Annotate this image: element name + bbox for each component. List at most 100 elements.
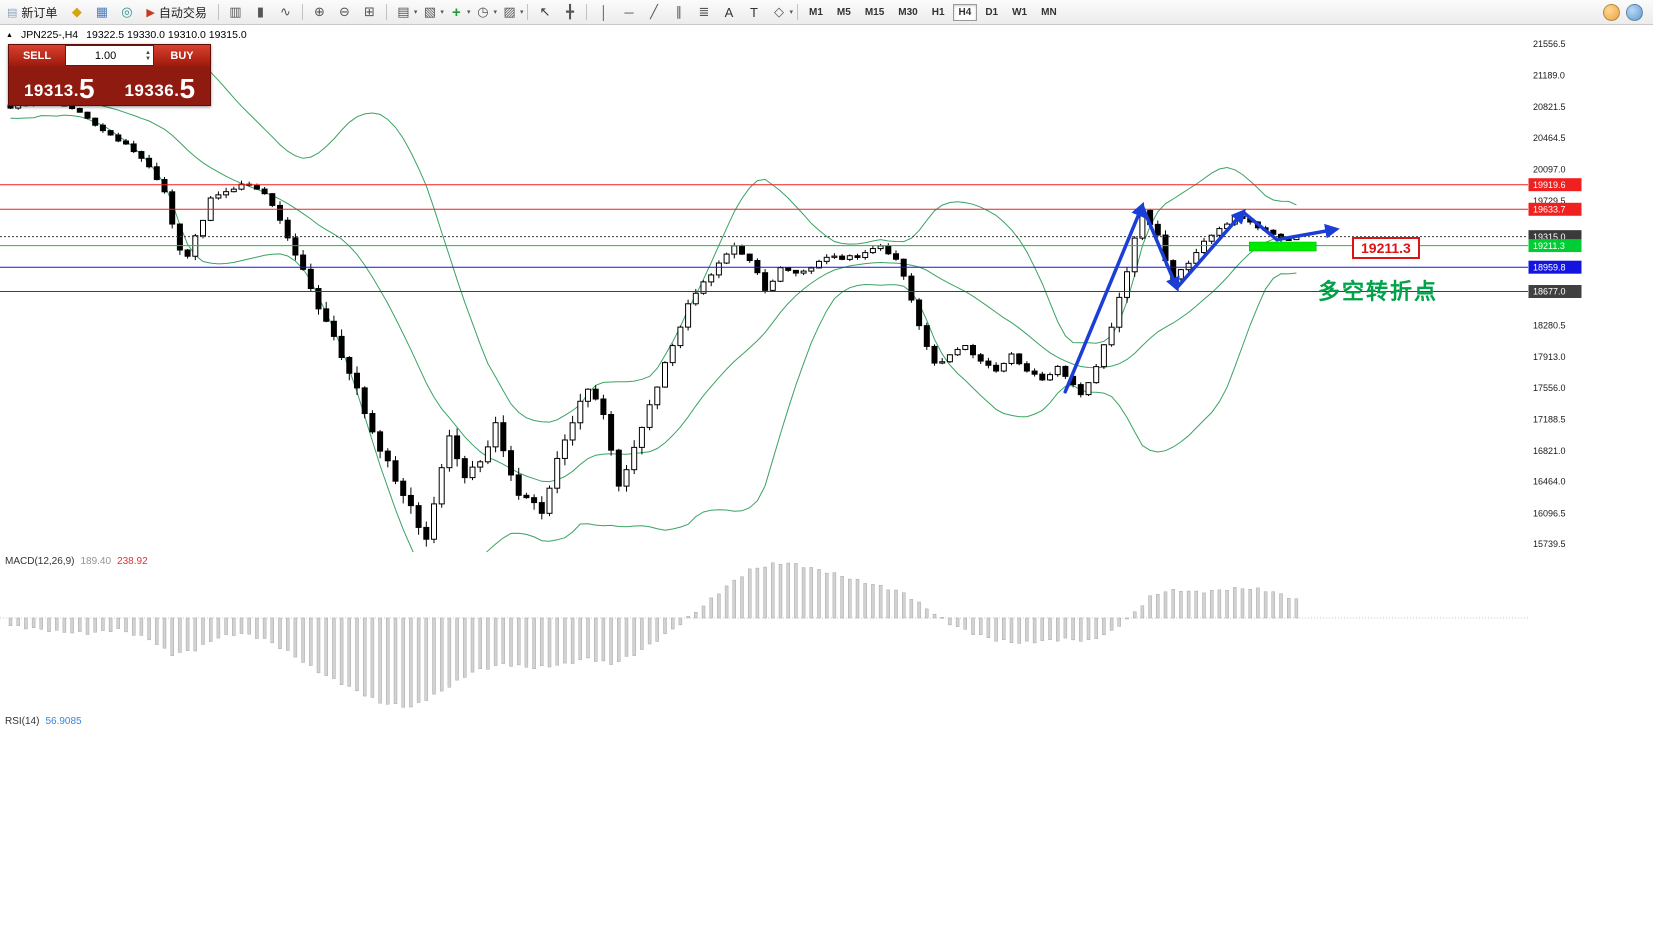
timeframe-H4[interactable]: H4 — [952, 3, 978, 21]
horizontal-line-icon[interactable]: ─ — [624, 4, 634, 20]
svg-text:18280.5: 18280.5 — [1533, 321, 1566, 331]
new-order-button[interactable]: ▤ 新订单 — [0, 2, 64, 22]
text-icon[interactable]: A — [724, 4, 734, 20]
new-chart-icon-caret[interactable]: ▾ — [413, 9, 418, 16]
promo-icon-1[interactable] — [1603, 3, 1620, 21]
autotrading-button[interactable]: ▶ 自动交易 — [139, 2, 213, 22]
volume-up-icon[interactable]: ▲ — [145, 49, 151, 56]
zoom-out-icon[interactable]: ⊖ — [338, 4, 350, 19]
svg-text:20097.0: 20097.0 — [1533, 164, 1566, 174]
sell-price-pip: 5 — [78, 73, 95, 105]
timeframe-M15[interactable]: M15 — [864, 6, 885, 18]
macd-value: 189.40 — [80, 556, 112, 567]
svg-text:18677.0: 18677.0 — [1533, 287, 1566, 297]
timeframe-MN[interactable]: MN — [1041, 6, 1057, 18]
buy-price-pip: 5 — [179, 73, 196, 105]
cursor-icon[interactable]: ↖ — [539, 4, 551, 19]
svg-text:19633.7: 19633.7 — [1533, 204, 1566, 214]
buy-price[interactable]: 19336. 5 — [110, 66, 211, 105]
deposit-icon[interactable]: ◆ — [71, 4, 82, 19]
svg-text:19315.0: 19315.0 — [1533, 232, 1566, 242]
svg-text:15739.5: 15739.5 — [1533, 539, 1566, 549]
indicators-icon-caret[interactable]: ▾ — [466, 9, 471, 16]
sell-button[interactable]: SELL — [9, 45, 65, 66]
new-chart-icon[interactable]: ▤ — [397, 4, 410, 19]
profiles-icon[interactable]: ▧ — [423, 4, 437, 19]
zoom-in-icon[interactable]: ⊕ — [313, 4, 325, 19]
svg-text:16096.5: 16096.5 — [1533, 508, 1566, 518]
svg-text:19729.5: 19729.5 — [1533, 196, 1566, 206]
toolbar-right — [1603, 3, 1653, 21]
shapes-icon-caret[interactable]: ▾ — [789, 9, 793, 16]
svg-text:17188.5: 17188.5 — [1533, 414, 1566, 424]
timeframe-M1[interactable]: M1 — [809, 6, 823, 18]
price-axis: 21556.5 21189.0 20821.5 20464.5 20097.0 19729… — [1528, 39, 1582, 549]
web-community-icon[interactable]: ◎ — [121, 4, 133, 19]
profiles-icon-caret[interactable]: ▾ — [440, 9, 444, 16]
rsi-header: RSI(14) 56.9085 — [5, 716, 82, 727]
autotrading-button-icon: ▶ — [146, 6, 155, 19]
volume-value[interactable]: 1.00 — [94, 49, 117, 62]
tile-windows-icon[interactable]: ⊞ — [363, 4, 375, 19]
timeframe-M30[interactable]: M30 — [898, 6, 918, 18]
svg-text:18959.8: 18959.8 — [1533, 262, 1566, 272]
crosshair-icon[interactable]: ╋ — [566, 4, 574, 19]
rsi-value: 56.9085 — [45, 716, 82, 727]
autotrading-button-label: 自动交易 — [158, 5, 207, 20]
bar-chart-icon[interactable]: ▥ — [229, 4, 242, 19]
symbol-marker-icon: ▲ — [6, 31, 13, 39]
templates-icon[interactable]: ▨ — [503, 4, 516, 19]
line-chart-icon[interactable]: ∿ — [279, 4, 291, 19]
svg-text:19919.6: 19919.6 — [1533, 180, 1566, 190]
toolbar-items: ▤ 新订单 ◆ ▦ ◎ ▶ 自动交易 ▥ ▮ ∿ ⊕ ⊖ ⊞ ▤ ▾ ▧ ▾ + ▾ ◷ ▾ ▨ ▾ ↖ ╋ │ ─ ╱ ∥ ≣ A T ◇ ▾ — [0, 2, 802, 22]
timeframe-M5[interactable]: M5 — [836, 6, 851, 18]
support-price-callout[interactable]: 19211.3 — [1352, 237, 1420, 259]
turning-point-text[interactable]: 多空转折点 — [1318, 279, 1439, 304]
volume-down-icon[interactable]: ▼ — [145, 55, 151, 62]
trendline-icon[interactable]: ╱ — [650, 4, 658, 19]
toolbar-separator — [527, 4, 529, 20]
bollinger-bands — [10, 49, 1297, 552]
ohlc-values: 19322.5 19330.0 19310.0 19315.0 — [86, 29, 247, 41]
volume-field[interactable]: 1.00 ▲ ▼ — [65, 45, 154, 66]
sell-price-main: 19313. — [23, 81, 79, 100]
text-label-icon[interactable]: T — [750, 4, 758, 20]
svg-text:16821.0: 16821.0 — [1533, 446, 1566, 456]
symbol-timeframe-label: JPN225-,H4 — [20, 29, 79, 41]
new-order-button-label: 新订单 — [21, 5, 58, 20]
shapes-icon[interactable]: ◇ — [773, 4, 784, 19]
templates-icon-caret[interactable]: ▾ — [519, 9, 524, 16]
candles-layer — [7, 98, 1300, 547]
candlestick-chart-icon[interactable]: ▮ — [256, 4, 264, 19]
macd-label: MACD(12,26,9) — [5, 556, 75, 567]
periods-icon-caret[interactable]: ▾ — [493, 9, 497, 16]
promo-icon-2[interactable] — [1626, 3, 1643, 21]
svg-text:20821.5: 20821.5 — [1533, 102, 1566, 112]
buy-button[interactable]: BUY — [154, 45, 210, 66]
indicators-icon[interactable]: + — [452, 3, 461, 21]
toolbar-separator — [586, 4, 588, 20]
periods-icon[interactable]: ◷ — [477, 4, 489, 19]
fibonacci-icon[interactable]: ≣ — [698, 4, 710, 19]
timeframe-H1[interactable]: H1 — [931, 6, 945, 18]
timeframe-D1[interactable]: D1 — [985, 6, 999, 18]
rsi-label: RSI(14) — [5, 716, 40, 727]
timeframe-group: M1 M5 M15 M30 H1 H4 D1 W1 MN — [802, 3, 1064, 21]
accounts-icon[interactable]: ▦ — [95, 4, 109, 19]
trend-arrows[interactable] — [1063, 201, 1340, 394]
svg-text:17913.0: 17913.0 — [1533, 352, 1566, 362]
macd-header: MACD(12,26,9) 189.40 238.92 — [5, 556, 148, 567]
toolbar-separator — [217, 4, 219, 20]
buy-price-main: 19336. — [124, 81, 180, 100]
one-click-trade-panel: SELL 1.00 ▲ ▼ BUY 19313. 5 19336. 5 — [8, 44, 211, 106]
channel-icon[interactable]: ∥ — [675, 4, 683, 19]
main-chart-panel — [0, 49, 1528, 552]
timeframe-W1[interactable]: W1 — [1012, 6, 1028, 18]
new-order-button-icon: ▤ — [7, 6, 18, 19]
vertical-line-icon[interactable]: │ — [599, 4, 609, 20]
sell-price[interactable]: 19313. 5 — [9, 66, 110, 105]
svg-text:21556.5: 21556.5 — [1533, 39, 1566, 49]
support-highlight[interactable] — [1248, 241, 1317, 252]
